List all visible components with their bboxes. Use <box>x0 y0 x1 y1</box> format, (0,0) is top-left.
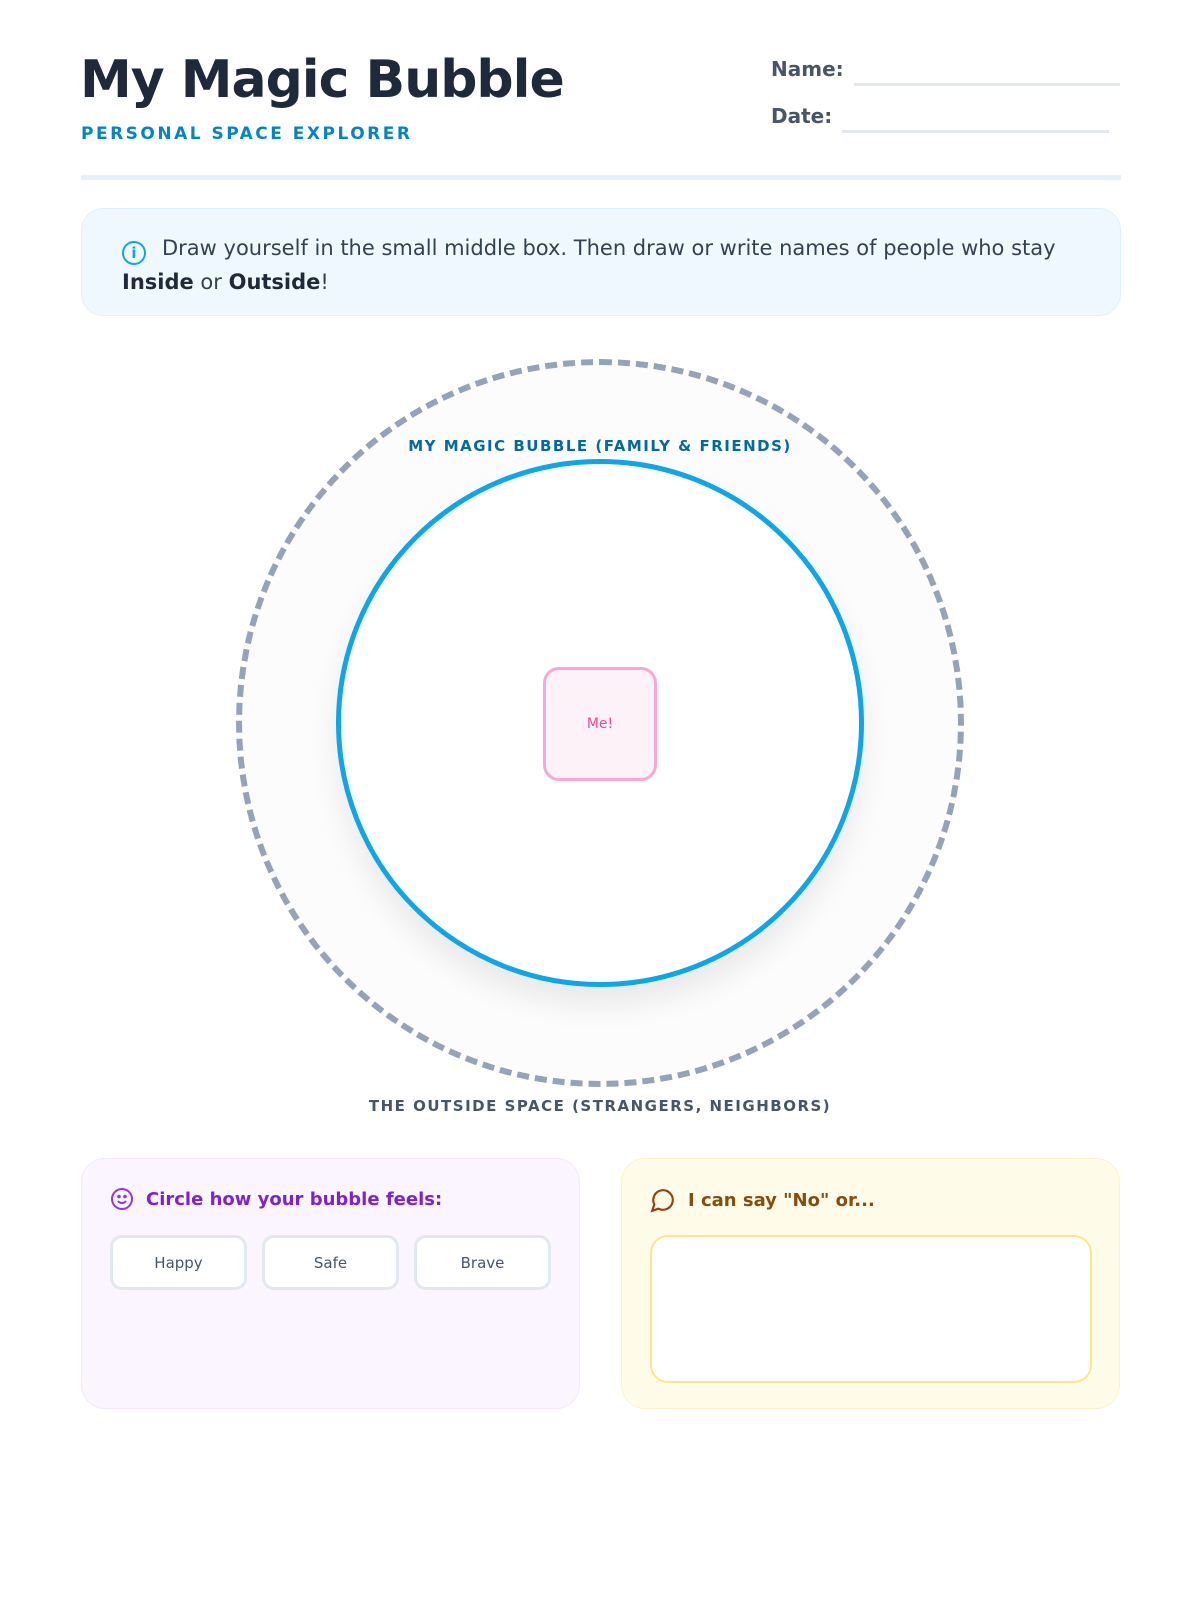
name-label: Name: <box>771 57 844 81</box>
name-field[interactable] <box>854 83 1120 86</box>
smiley-icon <box>111 1188 133 1210</box>
feeling-safe-button[interactable]: Safe <box>262 1235 399 1290</box>
date-field[interactable] <box>842 130 1109 133</box>
outside-word: Outside <box>228 270 321 294</box>
magic-bubble-label: MY MAGIC BUBBLE (FAMILY & FRIENDS) <box>408 437 792 455</box>
page-title: My Magic Bubble <box>80 50 565 110</box>
instructions-text: Draw yourself in the small middle box. T… <box>162 236 1056 260</box>
info-icon: i <box>122 241 146 265</box>
say-no-title: I can say "No" or... <box>688 1189 875 1211</box>
outside-space-label: THE OUTSIDE SPACE (STRANGERS, NEIGHBORS) <box>368 1097 832 1115</box>
feelings-card: Circle how your bubble feels: Happy Safe… <box>81 1158 580 1409</box>
speech-bubble-icon <box>650 1189 674 1213</box>
exclamation: ! <box>320 270 329 294</box>
say-no-card: I can say "No" or... <box>621 1158 1120 1409</box>
header-divider <box>81 175 1121 180</box>
feeling-happy-button[interactable]: Happy <box>110 1235 247 1290</box>
page-subtitle: PERSONAL SPACE EXPLORER <box>81 124 413 144</box>
inside-word: Inside <box>122 270 194 294</box>
instructions-box: i Draw yourself in the small middle box. … <box>81 208 1121 316</box>
say-no-answer-area[interactable] <box>650 1235 1092 1383</box>
feeling-brave-button[interactable]: Brave <box>414 1235 551 1290</box>
date-label: Date: <box>771 104 833 128</box>
or-word: or <box>193 270 229 294</box>
me-box[interactable]: Me! <box>543 667 657 781</box>
feelings-title: Circle how your bubble feels: <box>146 1188 443 1210</box>
me-label: Me! <box>586 716 614 732</box>
